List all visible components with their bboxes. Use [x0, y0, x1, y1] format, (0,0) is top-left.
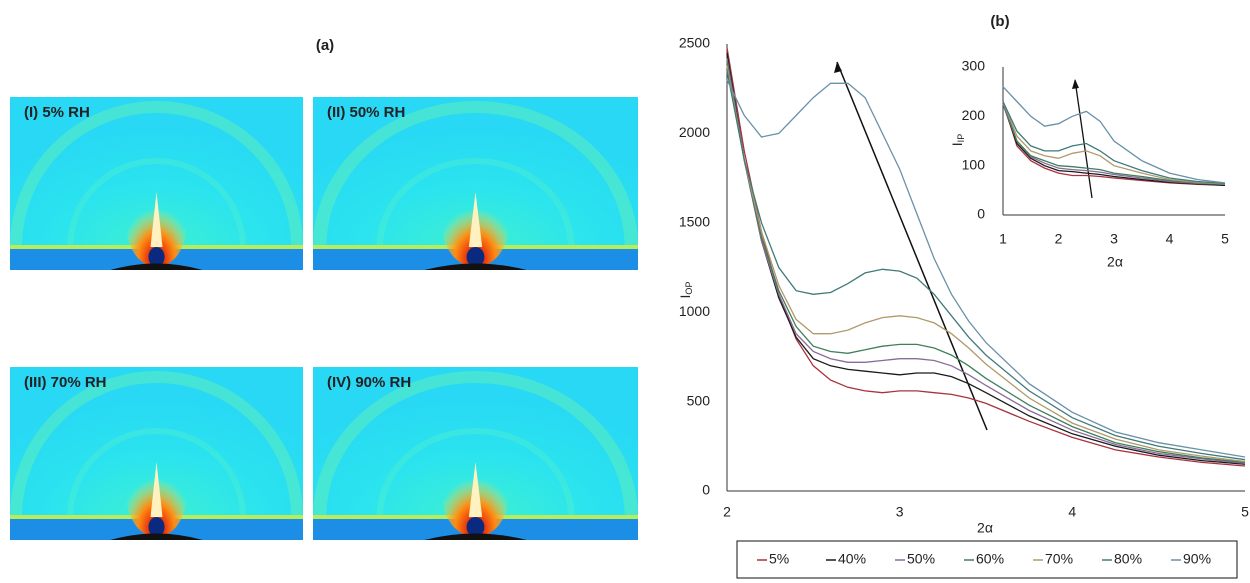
y-tick-label: 200 — [962, 107, 986, 123]
y-axis-label-sub: IP — [956, 134, 966, 143]
arrow-head — [834, 62, 842, 73]
series-line — [1002, 103, 1226, 187]
y-tick-label: 100 — [962, 156, 986, 172]
x-tick-label: 2 — [1055, 231, 1063, 247]
x-tick-label: 4 — [1068, 504, 1076, 520]
image-label: (IV) 90% RH — [327, 374, 411, 391]
image-label: (III) 70% RH — [24, 374, 107, 391]
scattering-image — [10, 97, 303, 270]
x-tick-label: 3 — [1110, 231, 1118, 247]
x-tick-label: 5 — [1221, 231, 1229, 247]
panel-label: (a) — [316, 37, 334, 54]
y-axis-label-main: I — [949, 142, 965, 146]
series-line — [726, 58, 1246, 464]
series-line — [726, 47, 1246, 467]
series-line — [726, 79, 1246, 458]
y-tick-label: 2000 — [679, 124, 710, 140]
x-tick-label: 2 — [723, 504, 731, 520]
series-line — [726, 70, 1246, 461]
x-axis-label: 2α — [1107, 254, 1123, 270]
series-line — [1002, 101, 1226, 185]
scattering-image — [313, 97, 638, 270]
x-tick-label: 3 — [896, 504, 904, 520]
image-label: (II) 50% RH — [327, 104, 405, 121]
scattering-image — [313, 367, 638, 540]
x-tick-label: 4 — [1166, 231, 1174, 247]
legend-label: 60% — [976, 551, 1004, 567]
y-axis-label: IIP — [949, 134, 967, 146]
legend-label: 50% — [907, 551, 935, 567]
y-tick-label: 1000 — [679, 303, 710, 319]
y-tick-label: 0 — [977, 206, 985, 222]
y-axis-label: IOP — [677, 282, 695, 299]
series-line — [1002, 101, 1226, 185]
legend-label: 90% — [1183, 551, 1211, 567]
x-tick-label: 1 — [999, 231, 1007, 247]
arrow-head — [1072, 79, 1079, 89]
y-tick-label: 2500 — [679, 35, 710, 51]
legend-label: 5% — [769, 551, 789, 567]
x-axis-label: 2α — [977, 520, 993, 536]
series-line — [726, 65, 1246, 463]
series-line — [1002, 86, 1226, 184]
scattering-image — [10, 367, 303, 540]
series-line — [726, 52, 1246, 465]
y-tick-label: 300 — [962, 58, 986, 74]
series-line — [1002, 103, 1226, 186]
chart-title: (b) — [990, 13, 1009, 30]
y-axis-label-main: I — [677, 295, 693, 299]
y-tick-label: 1500 — [679, 214, 710, 230]
x-tick-label: 5 — [1241, 504, 1249, 520]
y-axis-label-sub: OP — [684, 282, 694, 295]
image-label: (I) 5% RH — [24, 104, 90, 121]
series-line — [1002, 101, 1226, 186]
y-tick-label: 0 — [702, 482, 710, 498]
trend-arrow — [836, 61, 988, 431]
legend-label: 70% — [1045, 551, 1073, 567]
y-tick-label: 500 — [687, 392, 711, 408]
legend-label: 80% — [1114, 551, 1142, 567]
trend-arrow — [1074, 79, 1093, 199]
legend-box — [736, 540, 1238, 579]
legend-label: 40% — [838, 551, 866, 567]
series-line — [726, 61, 1246, 464]
